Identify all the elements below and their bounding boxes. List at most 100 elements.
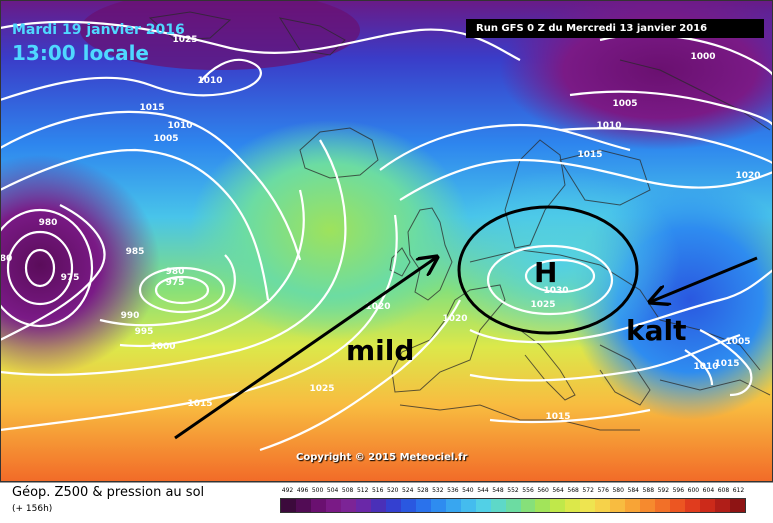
color-scale-swatch <box>565 499 581 512</box>
color-scale-swatch <box>505 499 521 512</box>
isobar-label: 1020 <box>735 171 760 181</box>
color-scale-swatch <box>730 499 746 512</box>
color-scale-label: 548 <box>492 487 504 494</box>
color-scale-swatch <box>490 499 506 512</box>
color-scale-swatch <box>610 499 626 512</box>
isobar-labels: 1025101010151010100598080975985980975990… <box>0 35 761 422</box>
color-scale-label: 516 <box>371 487 384 494</box>
color-scale-label: 504 <box>326 487 339 494</box>
color-scale-swatch <box>625 499 641 512</box>
isobar-label: 1000 <box>690 52 715 62</box>
color-scale-label: 496 <box>296 487 309 494</box>
color-scale-label: 612 <box>732 487 745 494</box>
forecast-time: 13:00 locale <box>12 41 149 65</box>
color-scale-label: 576 <box>597 487 609 494</box>
color-scale-swatch <box>535 499 551 512</box>
color-scale-swatch <box>370 499 386 512</box>
isobar-label: 1015 <box>714 359 739 369</box>
color-scale-label: 532 <box>432 487 444 494</box>
isobar-label: 990 <box>121 311 140 321</box>
isobar-label: 1010 <box>596 121 621 131</box>
color-scale-label: 592 <box>657 487 670 494</box>
color-scale-label: 508 <box>341 487 354 494</box>
isobar-label: 1000 <box>150 342 175 352</box>
color-scale-swatch <box>700 499 716 512</box>
isobar-label: 980 <box>39 218 58 228</box>
isobar-label: 1010 <box>167 121 192 131</box>
color-scale-swatch <box>595 499 611 512</box>
high-pressure-label: H <box>534 256 557 289</box>
color-scale-label: 588 <box>642 487 655 494</box>
isobar-label: 1010 <box>693 362 718 372</box>
cold-label: kalt <box>626 314 687 347</box>
isobar-label: 985 <box>126 247 145 257</box>
mild-arrow <box>174 257 437 440</box>
isobar-label: 1005 <box>153 134 178 144</box>
color-scale-swatch <box>445 499 461 512</box>
color-scale-label: 572 <box>582 487 594 494</box>
isobar-label: 1025 <box>172 35 197 45</box>
isobar-label: 1030 <box>543 286 568 296</box>
weather-map: 1025101010151010100598080975985980975990… <box>0 0 773 482</box>
color-scale-label: 492 <box>281 487 294 494</box>
color-scale-swatch <box>580 499 596 512</box>
color-scale-swatch <box>281 499 296 512</box>
color-scale-label: 568 <box>567 487 579 494</box>
model-run-info: Run GFS 0 Z du Mercredi 13 janvier 2016 <box>466 19 764 38</box>
color-scale-swatch <box>355 499 371 512</box>
color-scale-label: 500 <box>311 487 324 494</box>
color-scale-label: 540 <box>462 487 474 494</box>
annotation-layer: H mild kalt <box>174 205 758 440</box>
legend-forecast-hours: (+ 156h) <box>12 504 53 514</box>
color-scale-swatch <box>640 499 656 512</box>
color-scale-label: 604 <box>702 487 715 494</box>
isobar-label: 1005 <box>725 337 750 347</box>
color-scale-bar <box>280 498 746 513</box>
color-scale-label: 544 <box>477 487 489 494</box>
color-scale-swatch <box>685 499 701 512</box>
color-scale-label: 512 <box>356 487 369 494</box>
color-scale-swatch <box>475 499 491 512</box>
color-scale-label: 524 <box>402 487 414 494</box>
isobar-label: 995 <box>135 327 154 337</box>
color-scale-swatch <box>340 499 356 512</box>
color-scale-swatch <box>385 499 401 512</box>
color-scale-swatch <box>460 499 476 512</box>
color-scale-label: 552 <box>507 487 519 494</box>
color-scale-swatch <box>655 499 671 512</box>
isobar-label: 975 <box>166 278 185 288</box>
isobar-label: 1025 <box>309 384 334 394</box>
color-scale-label: 536 <box>447 487 459 494</box>
isobar-label: 1015 <box>139 103 164 113</box>
cold-arrow <box>650 256 758 302</box>
forecast-date: Mardi 19 janvier 2016 <box>12 22 185 38</box>
isobar-label: 80 <box>0 254 12 264</box>
isobar-label: 1010 <box>197 76 222 86</box>
color-scale-swatch <box>415 499 431 512</box>
isobar-label: 975 <box>61 273 80 283</box>
color-scale-labels: 492 496 500 504 508 512 516 520 524 528 532 536 540 5… <box>280 487 746 497</box>
isobar-label: 1025 <box>530 300 555 310</box>
isobar-label: 1015 <box>187 399 212 409</box>
copyright-notice: Copyright © 2015 Meteociel.fr <box>296 452 468 463</box>
color-scale-label: 560 <box>537 487 549 494</box>
mild-label: mild <box>346 334 414 367</box>
color-scale-label: 596 <box>672 487 685 494</box>
isobar-label: 1005 <box>612 99 637 109</box>
color-scale-swatch <box>400 499 416 512</box>
isobar-label: 980 <box>166 267 185 277</box>
color-scale-swatch <box>550 499 566 512</box>
color-scale-swatch <box>670 499 686 512</box>
isobar-label: 1020 <box>442 314 467 324</box>
color-scale-swatch <box>295 499 311 512</box>
color-scale-label: 600 <box>687 487 700 494</box>
color-scale-label: 564 <box>552 487 564 494</box>
color-scale-swatch <box>430 499 446 512</box>
color-scale-label: 608 <box>717 487 730 494</box>
color-scale-label: 520 <box>387 487 399 494</box>
color-scale-swatch <box>715 499 731 512</box>
color-scale-label: 528 <box>417 487 429 494</box>
high-pressure-circle <box>457 205 639 335</box>
color-scale-label: 556 <box>522 487 534 494</box>
legend-title: Géop. Z500 & pression au sol <box>12 485 205 500</box>
